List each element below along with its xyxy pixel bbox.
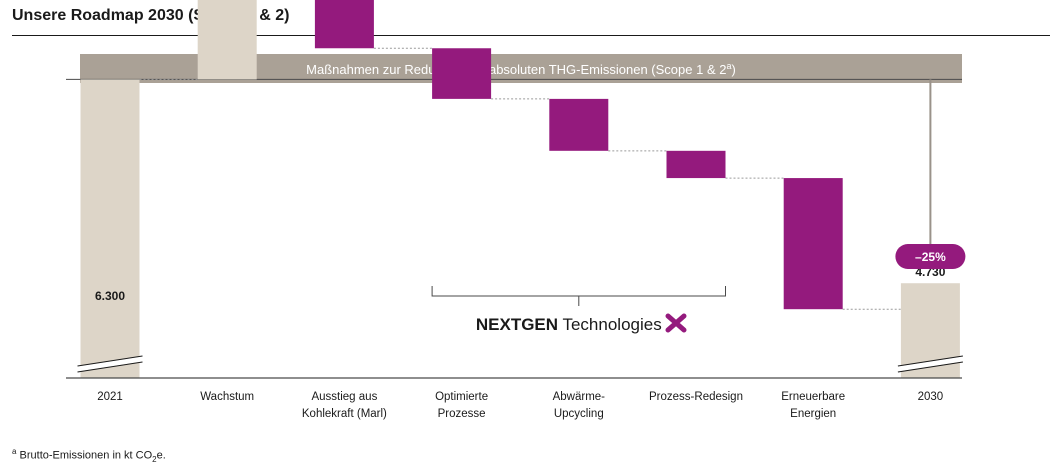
category-label-2: Kohlekraft (Marl)	[302, 408, 387, 420]
waterfall-chart: Maßnahmen zur Reduktion der absoluten TH…	[66, 0, 966, 420]
footnote-text: Brutto-Emissionen in kt CO	[19, 449, 153, 462]
axis-break-line-a-7	[897, 355, 963, 367]
category-label-5: Prozess-Redesign	[649, 391, 743, 403]
bar-0	[80, 79, 140, 379]
bar-6	[783, 178, 843, 310]
category-label-6: Erneuerbare	[781, 391, 845, 403]
category-label-6: Energien	[790, 408, 836, 420]
bar-4	[549, 98, 609, 151]
bar-3	[432, 48, 492, 99]
bar-2	[314, 0, 374, 49]
bars	[77, 0, 964, 379]
nextgen-regular: Technologies	[558, 315, 662, 334]
chart-title-text: Maßnahmen zur Reduktion der absoluten TH…	[306, 62, 726, 77]
footnote-text-end: e.	[156, 449, 166, 462]
bar-5	[666, 150, 726, 179]
change-badge	[895, 244, 966, 269]
category-label-3: Optimierte	[435, 391, 488, 403]
axis-break-line-b-7	[897, 361, 963, 373]
group-bracket: NEXTGEN Technologies	[431, 286, 726, 334]
nextgen-logo-icon	[665, 313, 687, 333]
chart-title-end: )	[731, 62, 735, 77]
category-label-7: 2030	[918, 391, 944, 403]
chart-title: Maßnahmen zur Reduktion der absoluten TH…	[306, 61, 736, 77]
footnote-subscript: 2	[152, 454, 157, 464]
axis-break-gap-0	[77, 356, 143, 372]
change-indicator: –25%	[895, 79, 966, 269]
footnote-marker: a	[12, 447, 17, 456]
footnote: a Brutto-Emissionen in kt CO2e.	[12, 447, 166, 464]
category-label-1: Wachstum	[200, 391, 254, 403]
category-label-4: Upcycling	[554, 408, 604, 420]
title-rule	[12, 35, 1050, 36]
axis-break-line-a-0	[77, 355, 143, 367]
nextgen-bold: NEXTGEN	[476, 315, 558, 334]
category-label-3: Prozesse	[438, 408, 486, 420]
category-labels: 2021 Wachstum Ausstieg aus Kohlekraft (Marl…	[97, 391, 943, 420]
category-label-4: Abwärme-	[553, 391, 606, 403]
nextgen-label: NEXTGEN Technologies	[476, 315, 662, 334]
bracket-line	[431, 286, 726, 306]
axis-break-gap-7	[897, 356, 964, 372]
axis-break-line-b-0	[77, 361, 143, 373]
category-label-0: 2021	[97, 391, 123, 403]
category-label-2: Ausstieg aus	[311, 391, 377, 403]
change-badge-text: –25%	[915, 250, 946, 264]
value-label-0: 6.300	[95, 289, 125, 303]
chart-title-sup: a	[726, 61, 731, 71]
bar-1	[197, 0, 257, 80]
